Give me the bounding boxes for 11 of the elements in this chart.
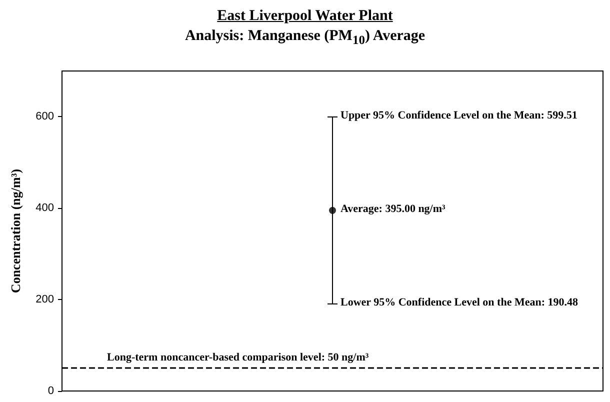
annotation: Lower 95% Confidence Level on the Mean: 190.48 bbox=[340, 296, 578, 308]
annotation: Average: 395.00 ng/m³ bbox=[340, 202, 446, 215]
ref-line-label: Long-term noncancer-based comparison level: 50 ng/m³ bbox=[107, 352, 370, 364]
y-tick-label: 600 bbox=[36, 110, 54, 123]
y-tick-label: 200 bbox=[36, 294, 54, 306]
chart-title: East Liverpool Water Plant bbox=[216, 7, 394, 26]
chart-subtitle: Analysis: Manganese (PM$_{10}$) Average bbox=[184, 27, 426, 49]
annotation: Upper 95% Confidence Level on the Mean: 599.51 bbox=[340, 109, 578, 122]
y-axis-title: Concentration (ng/m³) bbox=[8, 168, 23, 294]
y-tick-label: 0 bbox=[48, 385, 54, 397]
y-tick-label: 400 bbox=[36, 202, 54, 214]
